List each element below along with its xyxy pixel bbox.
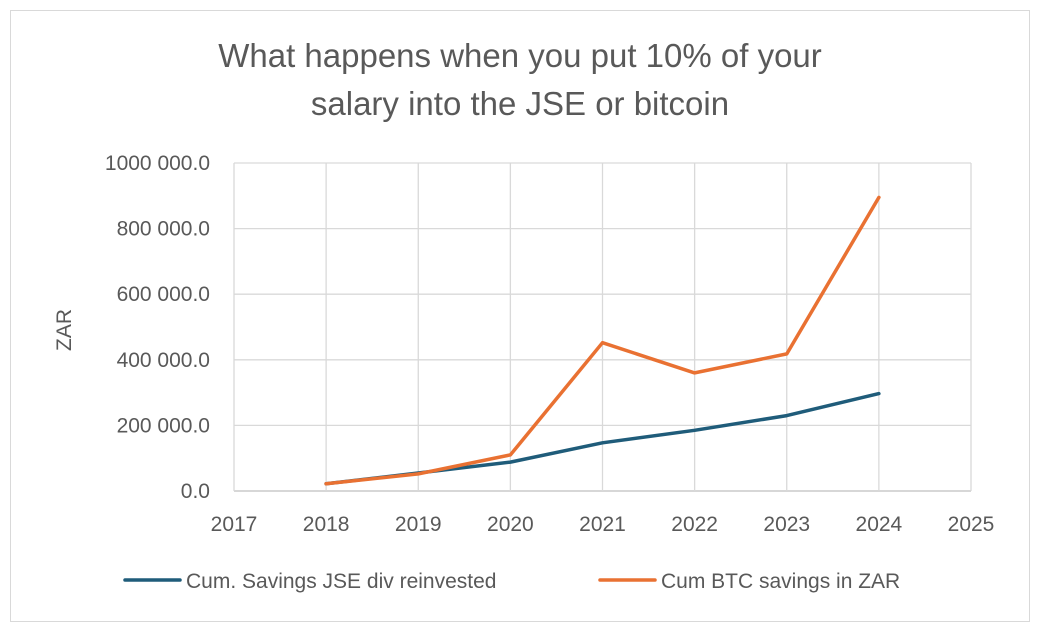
chart-title-line-1: What happens when you put 10% of your <box>218 37 822 74</box>
y-tick-label: 600 000.0 <box>117 283 210 306</box>
gridlines <box>233 162 972 492</box>
legend: Cum. Savings JSE div reinvested Cum BTC s… <box>123 570 900 593</box>
legend-label-1: Cum. Savings JSE div reinvested <box>186 570 496 593</box>
x-tick-label: 2019 <box>395 513 442 536</box>
x-tick-label: 2022 <box>671 513 718 536</box>
legend-label-2: Cum BTC savings in ZAR <box>661 570 900 593</box>
x-tick-label: 2020 <box>487 513 534 536</box>
y-tick-label: 0.0 <box>181 480 210 503</box>
x-tick-label: 2025 <box>948 513 995 536</box>
y-axis-label: ZAR <box>53 309 76 351</box>
y-tick-label: 1000 000.0 <box>105 152 210 175</box>
x-tick-label: 2024 <box>856 513 903 536</box>
x-axis-ticks: 2017 2018 2019 2020 2021 2022 2023 2024 2025 <box>211 513 995 536</box>
chart-area <box>10 10 1030 622</box>
x-tick-label: 2021 <box>579 513 626 536</box>
y-tick-label: 400 000.0 <box>117 349 210 372</box>
x-tick-label: 2018 <box>303 513 350 536</box>
x-tick-label: 2023 <box>763 513 810 536</box>
y-axis-ticks: 0.0 200 000.0 400 000.0 600 000.0 800 000.0 1… <box>105 152 210 503</box>
y-tick-label: 800 000.0 <box>117 218 210 241</box>
series-lines <box>324 195 881 486</box>
y-tick-label: 200 000.0 <box>117 414 210 437</box>
x-tick-label: 2017 <box>211 513 258 536</box>
chart-title-line-2: salary into the JSE or bitcoin <box>311 85 729 122</box>
